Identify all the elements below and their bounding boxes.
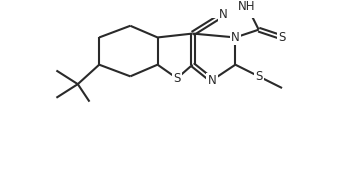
Text: N: N — [231, 31, 240, 44]
Text: S: S — [255, 70, 262, 83]
Text: NH: NH — [238, 0, 256, 13]
Text: N: N — [208, 74, 216, 87]
Text: S: S — [173, 72, 181, 85]
Text: S: S — [278, 31, 286, 44]
Text: N: N — [219, 8, 228, 21]
